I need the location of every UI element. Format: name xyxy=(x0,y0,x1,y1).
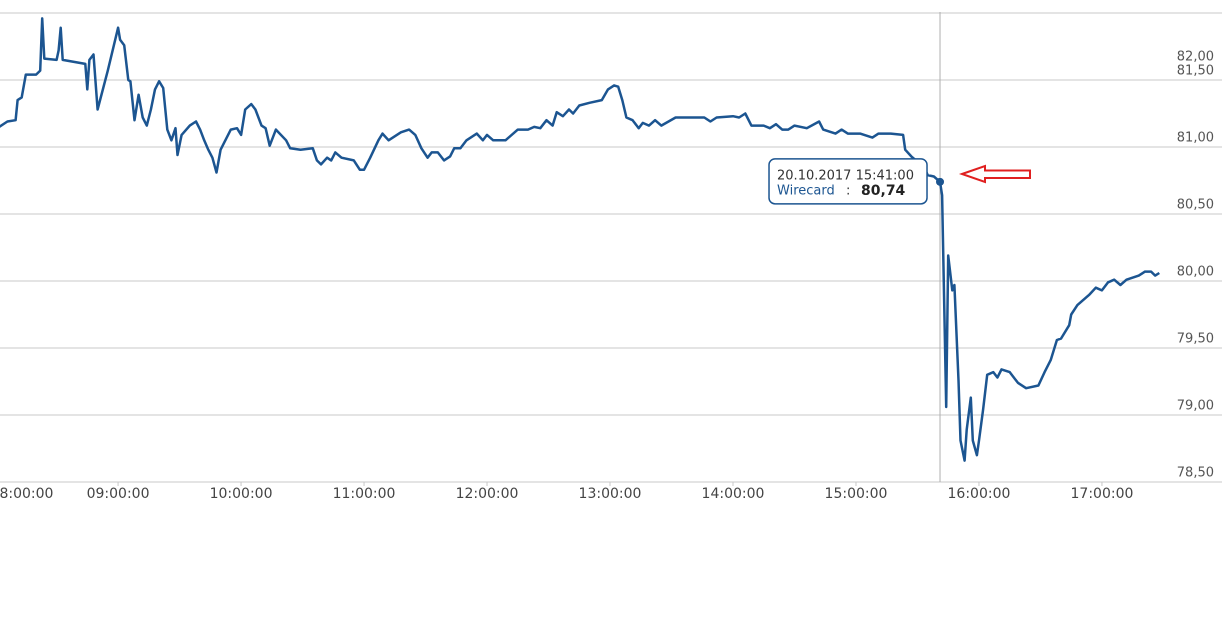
x-tick-label: 15:00:00 xyxy=(825,486,888,502)
x-tick-label: 09:00:00 xyxy=(87,486,150,502)
hover-point xyxy=(936,177,945,186)
annotation-arrow xyxy=(958,164,1031,184)
y-tick-label: 80,00 xyxy=(1177,265,1214,280)
y-tick-label: 79,50 xyxy=(1177,332,1214,347)
x-tick-label: 17:00:00 xyxy=(1071,486,1134,502)
x-tick-label: 16:00:00 xyxy=(948,486,1011,502)
tooltip-value: 80,74 xyxy=(861,183,906,199)
y-tick-label: 81,00 xyxy=(1177,131,1214,146)
x-tick-label: 12:00:00 xyxy=(456,486,519,502)
price-line xyxy=(0,17,1160,462)
y-tick-label: 81,50 xyxy=(1177,64,1214,79)
x-tick-label: 10:00:00 xyxy=(210,486,273,502)
tooltip-series: Wirecard xyxy=(777,183,835,198)
tooltip-date: 20.10.2017 15:41:00 xyxy=(777,168,914,183)
y-tick-label: 79,00 xyxy=(1177,399,1214,414)
x-tick-label: 08:00:00 xyxy=(0,486,53,502)
y-tick-label: 80,50 xyxy=(1177,198,1214,213)
tooltip-separator: : xyxy=(846,183,850,198)
tooltip-box xyxy=(768,158,928,205)
y-tick-label: 82,00 xyxy=(1177,50,1214,65)
x-tick-label: 11:00:00 xyxy=(333,486,396,502)
x-tick-label: 14:00:00 xyxy=(702,486,765,502)
x-tick-label: 13:00:00 xyxy=(579,486,642,502)
y-tick-label: 78,50 xyxy=(1177,466,1214,481)
